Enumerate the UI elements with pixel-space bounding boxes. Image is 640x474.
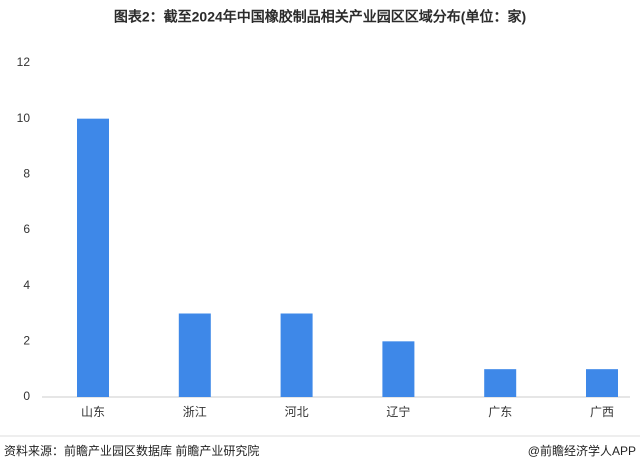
y-tick-label: 4 — [23, 278, 30, 292]
bar — [77, 118, 109, 398]
source: 资料来源：前瞻产业园区数据库 前瞻产业研究院 — [4, 443, 259, 458]
y-tick-label: 2 — [23, 334, 30, 348]
y-tick-label: 10 — [17, 111, 31, 125]
bar — [280, 313, 313, 397]
bar — [586, 369, 618, 397]
x-tick-label: 河北 — [285, 405, 309, 419]
x-tick-label: 广西 — [590, 405, 614, 419]
credit: @前瞻经济学人APP — [528, 443, 636, 458]
x-tick-label: 浙江 — [183, 405, 207, 419]
bar — [484, 369, 517, 397]
x-tick-label: 辽宁 — [386, 404, 410, 419]
chart-title: 图表2：截至2024年中国橡胶制品相关产业园区区域分布(单位：家) — [114, 9, 526, 25]
x-tick-label: 山东 — [81, 405, 105, 419]
y-tick-label: 6 — [23, 222, 30, 236]
bar — [178, 313, 211, 397]
x-tick-label: 广东 — [488, 405, 512, 419]
y-tick-label: 0 — [23, 389, 30, 403]
y-tick-label: 12 — [17, 55, 31, 69]
bar — [382, 341, 415, 397]
y-tick-label: 8 — [23, 167, 30, 181]
